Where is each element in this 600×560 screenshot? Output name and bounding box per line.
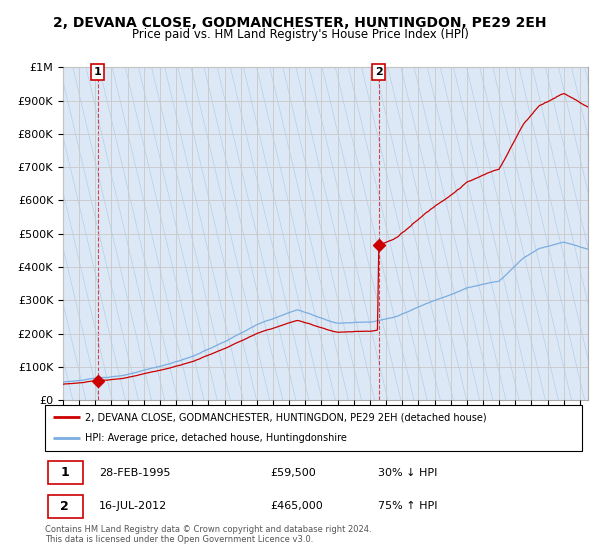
Text: Contains HM Land Registry data © Crown copyright and database right 2024.: Contains HM Land Registry data © Crown c… (45, 525, 371, 534)
Text: £59,500: £59,500 (271, 468, 316, 478)
Text: Price paid vs. HM Land Registry's House Price Index (HPI): Price paid vs. HM Land Registry's House … (131, 28, 469, 41)
Text: 2: 2 (61, 500, 69, 513)
Text: 16-JUL-2012: 16-JUL-2012 (98, 501, 167, 511)
Text: 2: 2 (375, 67, 383, 77)
Text: 2, DEVANA CLOSE, GODMANCHESTER, HUNTINGDON, PE29 2EH (detached house): 2, DEVANA CLOSE, GODMANCHESTER, HUNTINGD… (85, 412, 487, 422)
Text: 1: 1 (94, 67, 101, 77)
Text: 75% ↑ HPI: 75% ↑ HPI (378, 501, 437, 511)
FancyBboxPatch shape (45, 405, 582, 451)
FancyBboxPatch shape (47, 494, 83, 518)
Text: This data is licensed under the Open Government Licence v3.0.: This data is licensed under the Open Gov… (45, 535, 313, 544)
Text: 30% ↓ HPI: 30% ↓ HPI (378, 468, 437, 478)
Text: £465,000: £465,000 (271, 501, 323, 511)
Text: 28-FEB-1995: 28-FEB-1995 (98, 468, 170, 478)
Text: 1: 1 (61, 466, 69, 479)
FancyBboxPatch shape (47, 461, 83, 484)
Text: HPI: Average price, detached house, Huntingdonshire: HPI: Average price, detached house, Hunt… (85, 433, 347, 444)
Text: 2, DEVANA CLOSE, GODMANCHESTER, HUNTINGDON, PE29 2EH: 2, DEVANA CLOSE, GODMANCHESTER, HUNTINGD… (53, 16, 547, 30)
